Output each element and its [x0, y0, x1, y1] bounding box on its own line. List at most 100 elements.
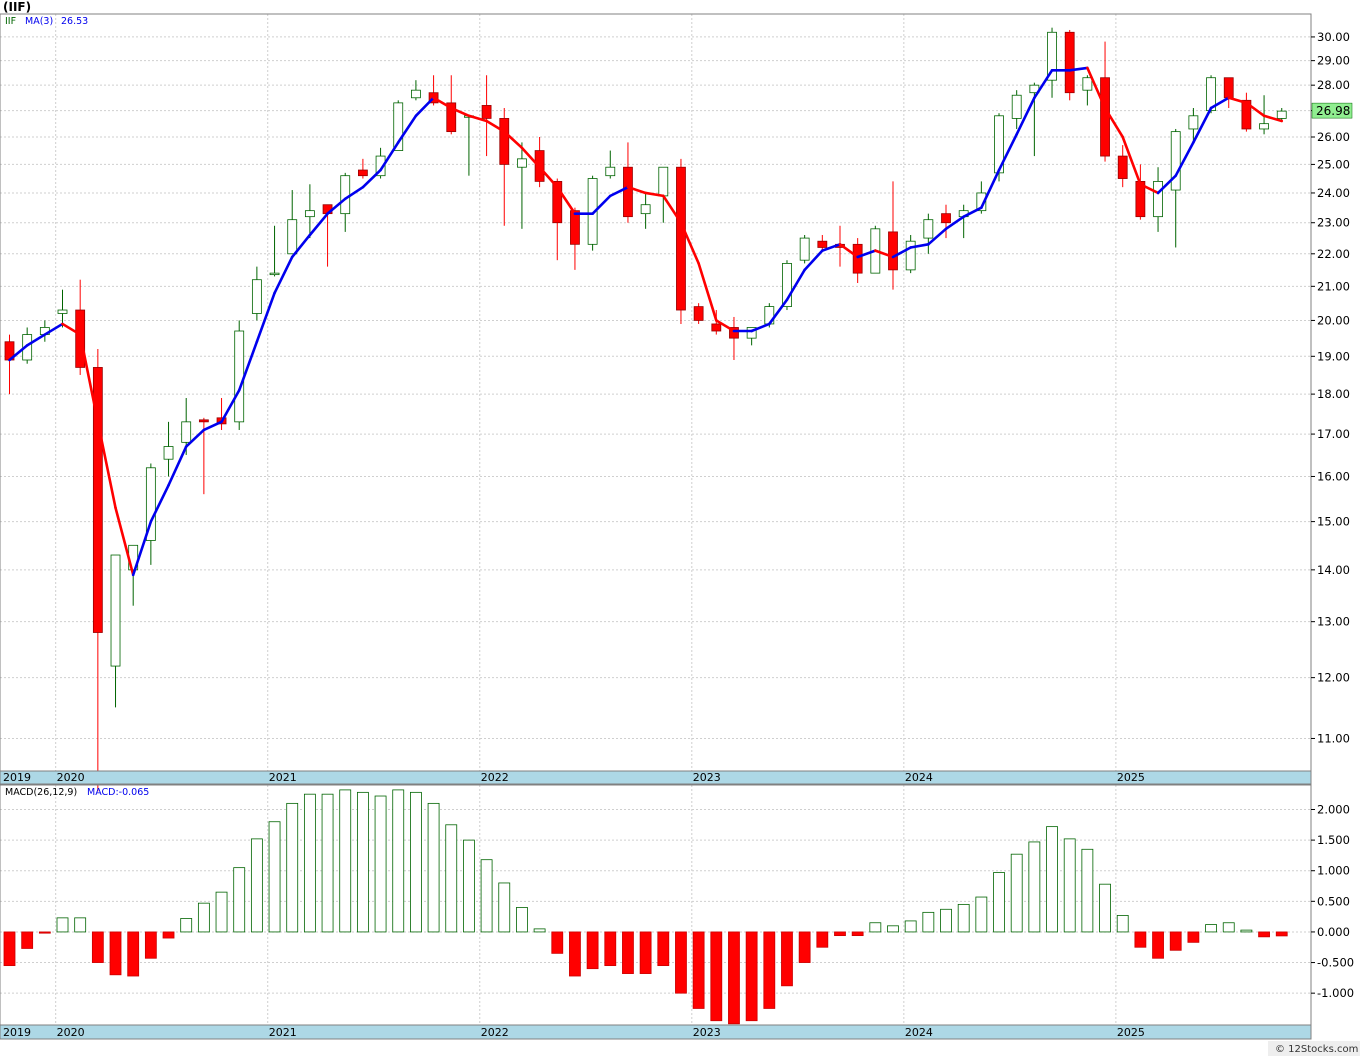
candle-up — [1276, 110, 1287, 119]
ma-segment — [644, 191, 665, 198]
macd-bar-positive — [392, 789, 405, 933]
price-tick-label: 21.00 — [1317, 279, 1350, 293]
candle-up — [304, 210, 315, 218]
macd-bar-positive — [374, 795, 387, 933]
ma-segment — [1192, 106, 1213, 144]
macd-legend-label: MACD(26,12,9) — [5, 787, 77, 798]
legend-symbol: IIF — [5, 16, 16, 27]
macd-bar-negative — [675, 931, 687, 994]
ma-segment — [290, 233, 312, 259]
macd-bar-positive — [1081, 848, 1094, 933]
candle-down — [446, 102, 457, 133]
ma-segment — [432, 96, 453, 110]
price-tick-label: 19.00 — [1317, 349, 1350, 363]
macd-bar-negative — [692, 931, 705, 1009]
price-tick-label: 14.00 — [1317, 563, 1350, 577]
macd-bar-positive — [1010, 853, 1023, 933]
candle-down — [552, 180, 563, 224]
ma-segment — [821, 243, 842, 252]
ma-segment — [25, 333, 47, 347]
macd-year-label: 2020 — [57, 1026, 85, 1039]
candle-down — [198, 419, 209, 423]
macd-bar-positive — [427, 802, 440, 933]
macd-bar-negative — [569, 931, 581, 977]
ma-segment — [273, 255, 294, 295]
price-tick-label: 18.00 — [1317, 387, 1350, 401]
ma-segment — [361, 168, 382, 189]
macd-bar-negative — [109, 931, 122, 976]
candle-down — [941, 213, 951, 224]
ma-line — [8, 66, 1284, 577]
ma-segment — [555, 185, 577, 215]
macd-bar-positive — [533, 928, 546, 933]
macd-bar-positive — [356, 791, 369, 933]
macd-bar-negative — [639, 931, 652, 974]
price-tick-label: 16.00 — [1317, 469, 1350, 483]
ma-segment — [1209, 96, 1231, 110]
candle-down — [711, 323, 722, 332]
macd-bar-negative — [127, 931, 140, 977]
macd-year-label: 2022 — [481, 1026, 509, 1039]
macd-bar-positive — [250, 838, 263, 933]
ma-segment — [874, 249, 895, 259]
candle-down — [1064, 31, 1075, 94]
macd-bar-positive — [993, 872, 1005, 933]
ma-segment — [485, 119, 506, 133]
ma-segment — [1068, 66, 1089, 72]
candle-up — [110, 554, 121, 667]
macd-bar-positive — [74, 917, 87, 933]
macd-tick-label: -0.500 — [1317, 956, 1354, 970]
price-tick-label: 22.00 — [1317, 247, 1350, 261]
price-year-labels: 2019 2020 2021 2022 2023 2024 2025 — [3, 771, 1145, 784]
candle-up — [1188, 115, 1199, 130]
macd-bar-positive — [268, 821, 281, 933]
macd-bar-positive — [303, 793, 316, 933]
ma-segment — [944, 215, 965, 231]
macd-bar-negative — [3, 931, 16, 967]
macd-bar-positive — [940, 908, 952, 933]
macd-bar-positive — [463, 839, 475, 933]
candle-down — [499, 118, 510, 165]
ma-segment — [962, 206, 983, 218]
price-tick-label: 24.00 — [1317, 186, 1350, 200]
last-price-label: 26.98 — [1316, 104, 1350, 118]
ma-segment — [1174, 141, 1195, 177]
price-year-label: 2020 — [57, 771, 85, 784]
candle-down — [357, 169, 368, 177]
macd-bar-negative — [604, 931, 617, 967]
ma-segment — [343, 185, 365, 201]
macd-bar-positive — [215, 891, 228, 933]
ma-segment — [520, 146, 541, 169]
price-candles — [4, 27, 1287, 792]
candle-up — [234, 330, 245, 423]
candle-up — [22, 334, 33, 361]
ma-segment — [1086, 66, 1107, 110]
macd-bar-negative — [1187, 931, 1200, 943]
macd-bar-positive — [887, 925, 899, 933]
ma-segment — [1121, 135, 1142, 186]
macd-bar-negative — [21, 931, 34, 949]
macd-bar-positive — [516, 907, 528, 933]
candle-up — [976, 192, 987, 212]
ma-segment — [61, 322, 82, 336]
price-date-band — [0, 770, 1312, 785]
price-tick-label: 20.00 — [1317, 313, 1350, 327]
macd-bar-positive — [904, 920, 917, 933]
ma-segment — [538, 165, 559, 189]
macd-bar-negative — [816, 931, 829, 948]
macd-bar-negative — [834, 931, 846, 937]
macd-bar-negative — [745, 931, 758, 1022]
ma-segment — [997, 133, 1018, 172]
candle-down — [1117, 155, 1128, 179]
candle-up — [57, 309, 68, 314]
ma-segment — [697, 262, 718, 322]
candle-down — [693, 306, 704, 321]
macd-tick-label: -1.000 — [1317, 986, 1354, 1000]
price-tick-label: 28.00 — [1317, 78, 1350, 92]
ma-segment — [43, 322, 64, 336]
macd-bar-negative — [763, 931, 776, 1009]
macd-bar-negative — [38, 931, 51, 934]
candle-down — [1241, 99, 1252, 130]
